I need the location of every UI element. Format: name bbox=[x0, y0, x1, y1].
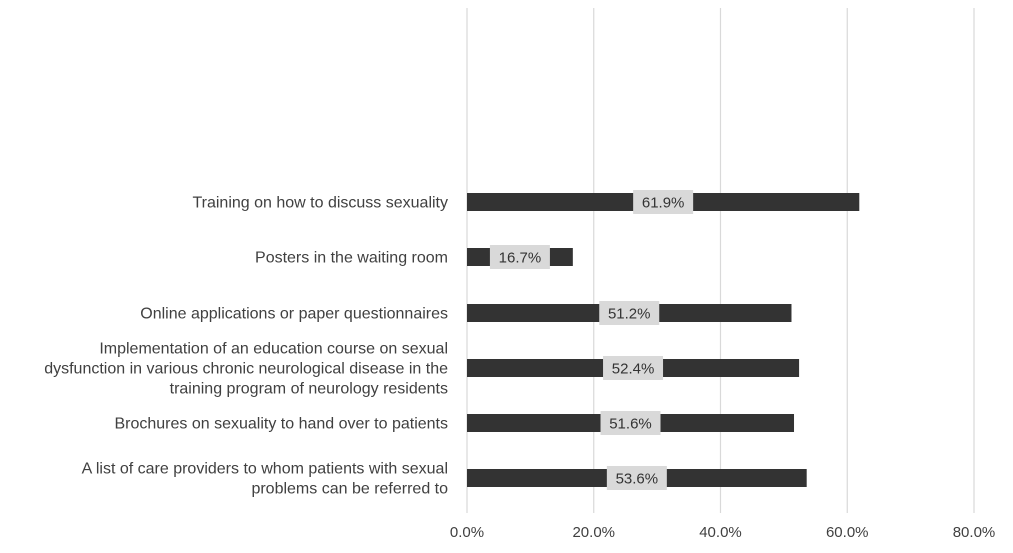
x-tick-label: 60.0% bbox=[826, 524, 869, 541]
category-label: A list of care providers to whom patient… bbox=[82, 461, 448, 478]
data-label: 53.6% bbox=[616, 471, 659, 488]
category-labels: Training on how to discuss sexuality Post… bbox=[44, 195, 448, 498]
data-label-box bbox=[633, 190, 694, 214]
data-label: 51.2% bbox=[608, 306, 651, 323]
data-label: 52.4% bbox=[612, 361, 655, 378]
category-label: Implementation of an education course on… bbox=[99, 341, 448, 358]
x-tick-label: 80.0% bbox=[953, 524, 996, 541]
data-label: 61.9% bbox=[642, 195, 685, 212]
category-label: Training on how to discuss sexuality bbox=[192, 195, 448, 212]
category-label: Posters in the waiting room bbox=[255, 250, 448, 267]
data-label-box bbox=[599, 301, 660, 325]
data-label-box bbox=[489, 245, 550, 269]
data-label-box bbox=[603, 356, 664, 380]
category-label: Brochures on sexuality to hand over to p… bbox=[114, 416, 448, 433]
data-label-box bbox=[606, 466, 667, 490]
category-label: problems can be referred to bbox=[251, 481, 448, 498]
x-tick-label: 20.0% bbox=[572, 524, 615, 541]
x-tick-labels: 0.0% 20.0% 40.0% 60.0% 80.0% bbox=[450, 524, 995, 541]
data-label-box bbox=[600, 411, 661, 435]
bars: 61.9% 16.7% 51.2% 52.4% 51.6% 53.6% bbox=[467, 190, 860, 490]
x-tick-label: 40.0% bbox=[699, 524, 742, 541]
category-label: dysfunction in various chronic neurologi… bbox=[44, 361, 448, 378]
data-label: 51.6% bbox=[609, 416, 652, 433]
category-label: Online applications or paper questionnai… bbox=[140, 306, 448, 323]
x-tick-label: 0.0% bbox=[450, 524, 484, 541]
data-label: 16.7% bbox=[499, 250, 542, 267]
category-label: training program of neurology residents bbox=[170, 381, 448, 398]
